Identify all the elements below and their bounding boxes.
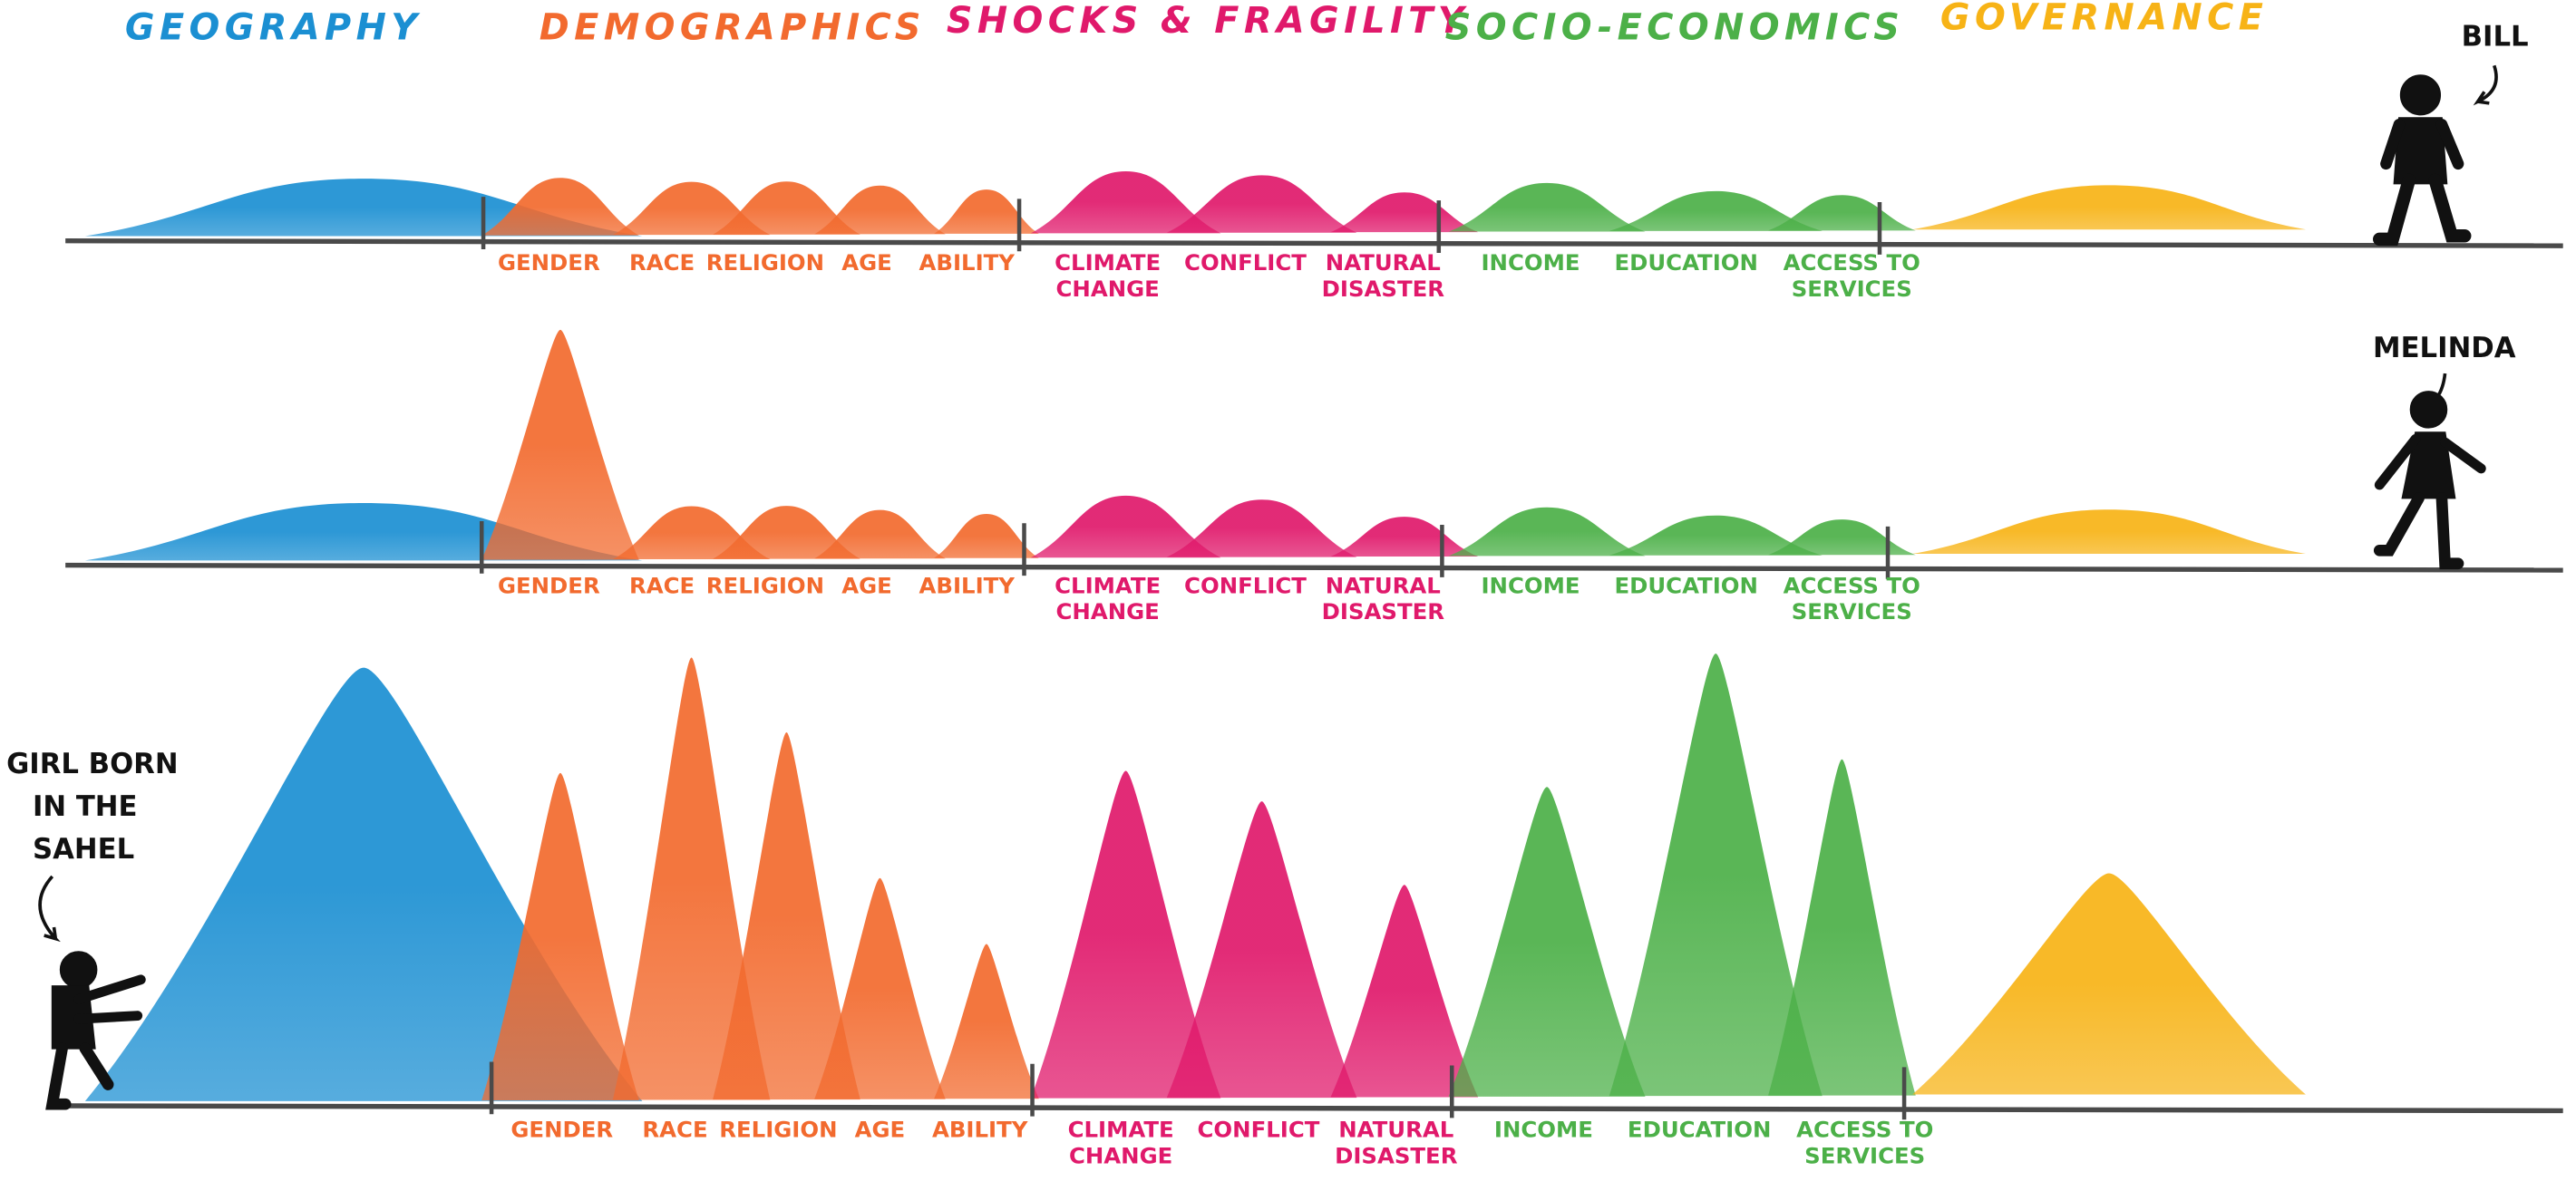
ground-line (65, 1103, 2563, 1114)
label-age: AGE (841, 249, 892, 276)
peak-income (1448, 507, 1646, 557)
peak-gender (481, 178, 639, 236)
header-socio-economics: SOCIO-ECONOMICS (1445, 6, 1905, 48)
label-access: SERVICES (1792, 598, 1912, 625)
peak-governance (1912, 185, 2306, 230)
label-religion: RELIGION (719, 1116, 837, 1142)
label-climate: CHANGE (1056, 276, 1160, 302)
peak-ability (934, 944, 1039, 1099)
peak-access (1768, 519, 1916, 556)
label-ability: ABILITY (919, 249, 1016, 276)
label-access: ACCESS TO (1784, 249, 1920, 276)
label-age: AGE (855, 1116, 906, 1142)
peak-education (1609, 654, 1823, 1097)
label-income: INCOME (1481, 249, 1580, 276)
arrow-icon (2473, 64, 2498, 106)
peak-gender (481, 329, 639, 560)
peak-natural (1330, 517, 1479, 557)
peak-education (1609, 515, 1823, 556)
label-income: INCOME (1494, 1116, 1593, 1142)
peak-age (814, 509, 946, 559)
header-geography: GEOGRAPHY (125, 6, 423, 48)
label-education: EDUCATION (1628, 1116, 1771, 1142)
ground-line (65, 562, 2563, 573)
label-bill: BILL (2462, 21, 2529, 53)
melinda-figure (2373, 391, 2486, 570)
peak-ability (934, 189, 1039, 234)
label-climate: CLIMATE (1055, 572, 1161, 598)
peak-conflict (1166, 801, 1357, 1099)
label-race: RACE (642, 1116, 707, 1142)
label-age: AGE (841, 572, 892, 598)
peak-religion (713, 506, 860, 559)
label-natural: DISASTER (1322, 276, 1445, 302)
label-race: RACE (629, 572, 695, 598)
row-bill: GENDER RACE RELIGION AGE ABILITY CLIMATECHANG… (65, 171, 2563, 302)
label-access: ACCESS TO (1796, 1116, 1933, 1142)
label-ability: ABILITY (919, 572, 1016, 598)
girl-figure (45, 951, 146, 1110)
label-religion: RELIGION (706, 572, 824, 598)
peak-age (814, 185, 946, 235)
peak-climate (1030, 770, 1221, 1099)
label-race: RACE (629, 249, 695, 276)
label-melinda: MELINDA (2373, 332, 2516, 364)
label-climate: CHANGE (1056, 598, 1160, 625)
label-climate: CLIMATE (1068, 1116, 1174, 1142)
header-demographics: DEMOGRAPHICS (540, 6, 926, 48)
label-girl-line-2: IN THE (33, 790, 137, 823)
label-religion: RELIGION (706, 249, 824, 276)
peak-access (1768, 195, 1916, 231)
label-girl-line-1: GIRL BORN (6, 748, 178, 780)
label-climate: CHANGE (1069, 1142, 1172, 1168)
peak-income (1448, 787, 1646, 1097)
label-gender: GENDER (498, 249, 600, 276)
arrow-icon (38, 875, 61, 943)
peak-conflict (1166, 175, 1357, 233)
ground-line (65, 237, 2563, 248)
label-natural: NATURAL (1326, 249, 1441, 276)
label-conflict: CONFLICT (1198, 1116, 1320, 1142)
peak-religion (713, 732, 860, 1100)
peak-age (814, 877, 946, 1099)
label-income: INCOME (1481, 572, 1580, 598)
header-governance: GOVERNANCE (1940, 0, 2268, 39)
row-girl: GENDER RACE RELIGION AGE ABILITY CLIMATECHANG… (65, 654, 2563, 1168)
peak-conflict (1166, 499, 1357, 557)
peak-natural (1330, 885, 1479, 1098)
peak-religion (713, 181, 860, 235)
label-gender: GENDER (510, 1116, 613, 1142)
peak-geography (84, 667, 643, 1101)
label-education: EDUCATION (1614, 572, 1757, 598)
label-climate: CLIMATE (1055, 249, 1161, 276)
peak-climate (1030, 495, 1221, 558)
label-natural: DISASTER (1335, 1142, 1458, 1168)
label-conflict: CONFLICT (1184, 249, 1307, 276)
peak-ability (934, 513, 1039, 558)
peak-governance (1912, 509, 2306, 555)
label-education: EDUCATION (1614, 249, 1757, 276)
peak-climate (1030, 171, 1221, 234)
label-gender: GENDER (498, 572, 600, 598)
label-access: SERVICES (1792, 276, 1912, 302)
peak-race (612, 657, 771, 1100)
label-natural: NATURAL (1326, 572, 1441, 598)
label-natural: DISASTER (1322, 598, 1445, 625)
label-natural: NATURAL (1338, 1116, 1453, 1142)
label-conflict: CONFLICT (1184, 572, 1307, 598)
peak-natural (1330, 192, 1479, 233)
label-access: SERVICES (1804, 1142, 1925, 1168)
label-ability: ABILITY (932, 1116, 1028, 1142)
peak-governance (1912, 873, 2306, 1095)
peak-access (1768, 759, 1916, 1096)
bill-figure (2373, 74, 2472, 247)
header-shocks-fragility: SHOCKS & FRAGILITY (947, 0, 1469, 42)
peak-education (1609, 190, 1823, 231)
label-girl-line-3: SAHEL (33, 833, 134, 866)
label-access: ACCESS TO (1784, 572, 1920, 598)
peak-income (1448, 182, 1646, 232)
peak-gender (481, 772, 639, 1101)
row-melinda: GENDER RACE RELIGION AGE ABILITY CLIMATECHANG… (65, 329, 2563, 625)
